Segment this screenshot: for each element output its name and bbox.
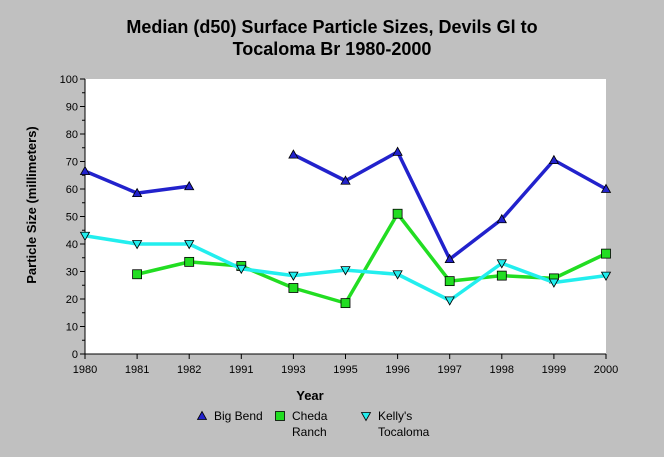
data-point [79,165,91,176]
series-2 [79,231,612,306]
x-tick-label: 1998 [490,364,514,376]
data-point [132,269,143,280]
data-point [548,278,560,288]
y-tick-label: 50 [66,212,78,224]
legend-marker [275,411,285,421]
x-tick-label: 1993 [281,364,305,376]
y-axis-ticks: 0 10 20 30 40 50 60 70 80 90 100 [60,74,85,361]
data-point [496,270,507,281]
chart-title-line2: Tocaloma Br 1980-2000 [233,39,432,59]
data-point [79,231,91,242]
data-point [392,146,403,156]
x-tick-label: 1981 [125,364,149,376]
data-point [184,180,195,191]
data-point [600,183,612,193]
legend: Big Bend Cheda Ranch Kelly's Tocaloma [196,409,430,439]
x-axis-ticks: 1980 1981 1982 1991 1993 1995 1996 1997 1998 1999… [73,354,618,376]
y-tick-label: 10 [66,322,78,334]
x-tick-label: 1982 [177,364,201,376]
legend-label: Kelly's [378,409,412,423]
plot-area [85,79,606,354]
data-point [496,259,507,269]
data-point [340,175,351,185]
y-tick-label: 40 [66,239,78,251]
x-tick-label: 2000 [594,364,618,376]
data-point [600,271,612,281]
data-point [392,208,403,219]
x-tick-label: 1980 [73,364,97,376]
data-point [340,266,351,276]
legend-label: Cheda [292,409,328,423]
y-tick-label: 90 [66,102,78,114]
data-point [444,296,455,306]
series-layer [79,146,612,309]
data-point [288,271,299,281]
y-tick-label: 0 [72,349,78,361]
data-point [496,213,507,224]
y-tick-label: 70 [66,157,78,169]
y-tick-label: 100 [60,74,78,86]
chart-title-line1: Median (d50) Surface Particle Sizes, Dev… [126,17,537,37]
x-tick-label: 1996 [385,364,409,376]
data-point [184,256,195,267]
data-point [601,248,611,259]
data-point [548,154,560,165]
legend-label: Tocaloma [378,425,430,439]
legend-marker [196,410,208,420]
data-point [236,264,247,275]
data-point [184,240,195,250]
legend-label: Big Bend [214,409,263,423]
data-point [444,253,455,264]
series-line [136,212,607,305]
y-tick-label: 60 [66,184,78,196]
x-tick-label: 1997 [437,364,461,376]
legend-label: Ranch [292,425,327,439]
x-tick-label: 1995 [333,364,357,376]
x-axis-title: Year [296,388,323,403]
data-point [444,276,455,287]
y-tick-label: 80 [66,129,78,141]
data-point [340,298,351,309]
x-tick-label: 1999 [542,364,566,376]
data-point [392,270,403,280]
data-point [131,240,143,250]
y-tick-label: 30 [66,267,78,279]
y-axis-title: Particle Size (millimeters) [24,126,39,284]
data-point [288,283,299,293]
legend-marker [360,412,372,422]
y-tick-label: 20 [66,294,78,306]
series-0 [79,146,612,264]
data-point [288,149,299,159]
data-point [131,187,143,198]
x-tick-label: 1991 [229,364,253,376]
